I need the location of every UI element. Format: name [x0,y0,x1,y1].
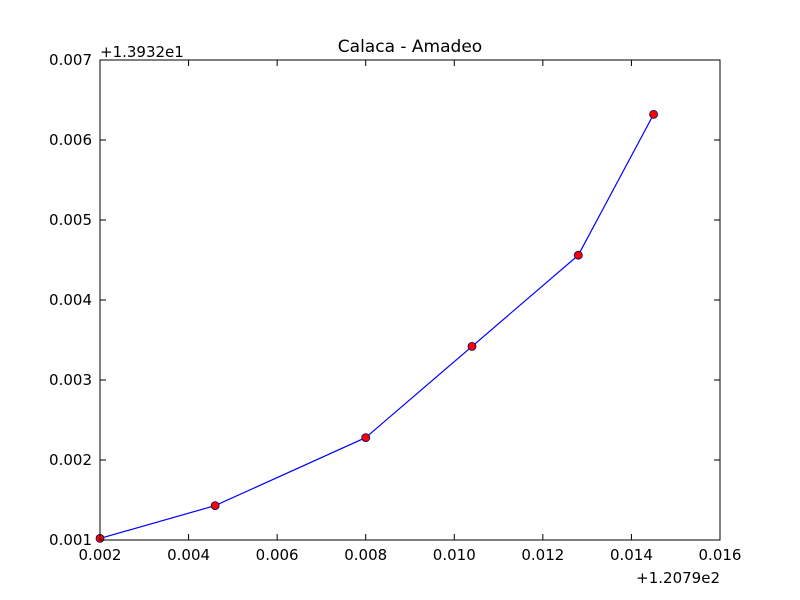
x-tick-label: 0.012 [521,546,564,564]
x-tick-label: 0.002 [79,546,122,564]
data-point-0-2 [361,433,371,443]
x-tick-label: 0.006 [256,546,299,564]
data-point-0-3 [467,341,477,351]
series-line-0 [99,114,655,539]
y-tick-label: 0.004 [49,291,92,309]
y-tick-label: 0.001 [49,531,92,549]
y-tick-label: 0.002 [49,451,92,469]
x-tick-label: 0.004 [167,546,210,564]
y-tick-label: 0.006 [49,131,92,149]
x-tick-label: 0.016 [699,546,742,564]
y-axis-offset-label: +1.3932e1 [100,43,184,61]
plot-area: 0.002 0.004 0.006 0.008 0.010 0.012 0.014 0.016… [49,51,741,564]
data-point-0-5 [649,110,658,119]
y-tick-label: 0.007 [49,51,92,69]
x-axis-offset-label: +1.2079e2 [636,569,720,587]
y-tick-label: 0.003 [49,371,92,389]
y-tick-label: 0.005 [49,211,92,229]
data-point-0-4 [573,250,583,260]
data-point-0-1 [210,501,220,511]
x-tick-label: 0.014 [610,546,653,564]
x-tick-label: 0.010 [433,546,476,564]
chart-title: Calaca - Amadeo [338,37,482,57]
x-tick-label: 0.008 [344,546,387,564]
